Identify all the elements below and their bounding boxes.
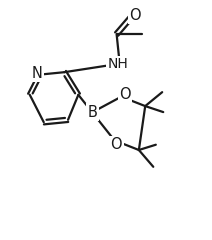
Text: O: O (110, 137, 122, 152)
Text: N: N (32, 66, 43, 81)
Text: O: O (130, 8, 141, 23)
Text: NH: NH (108, 57, 129, 71)
Text: O: O (119, 87, 131, 102)
Text: B: B (87, 105, 97, 120)
